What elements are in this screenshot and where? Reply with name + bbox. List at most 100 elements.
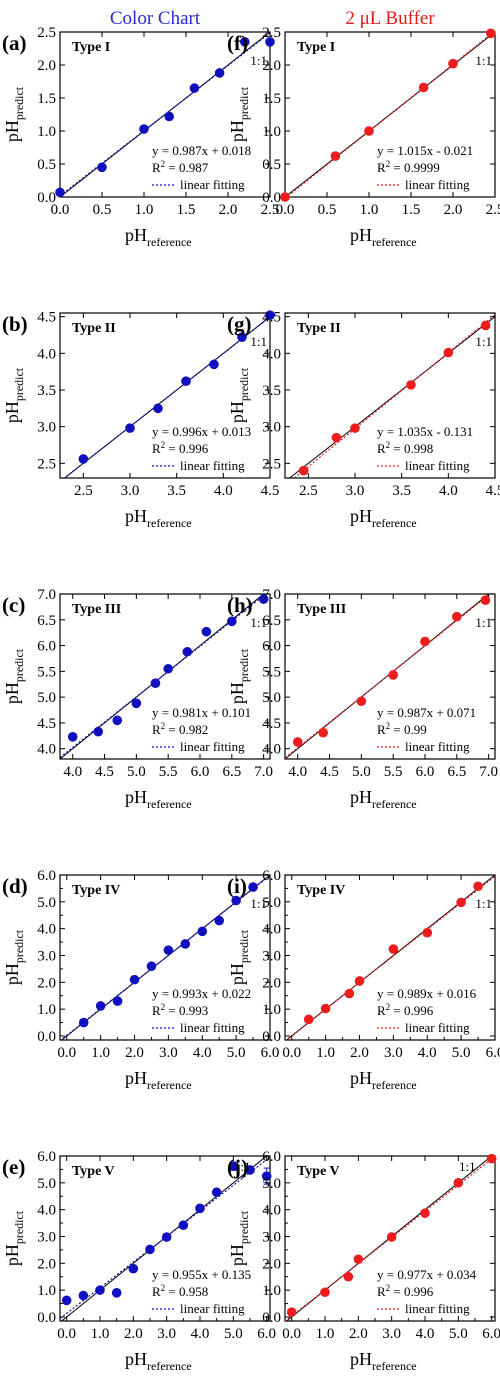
data-point (161, 1232, 172, 1242)
r-squared-exponent: 2 (161, 440, 166, 450)
x-tick-label: 2.0 (219, 202, 238, 218)
y-tick-label: 6.5 (37, 613, 56, 629)
legend-label: linear fitting (180, 177, 245, 192)
y-tick-label: 5.0 (262, 895, 281, 911)
x-tick-label: 2.0 (349, 1326, 368, 1342)
data-point (480, 320, 491, 331)
x-axis-label: pHreference (350, 506, 417, 530)
x-tick-label: 1.0 (135, 202, 154, 218)
x-tick-label: 5.0 (449, 1326, 468, 1342)
data-point (97, 162, 107, 173)
y-axis-subscript: predict (237, 1210, 251, 1244)
data-point (420, 1208, 430, 1218)
data-point (163, 663, 173, 674)
x-tick-label: 4.5 (261, 483, 280, 499)
y-tick-label: 4.0 (37, 922, 56, 938)
x-tick-label: 2.5 (486, 202, 500, 218)
y-axis-label: pHpredict (2, 1210, 26, 1266)
y-axis-subscript: predict (237, 929, 251, 963)
data-point (473, 881, 483, 892)
y-axis-subscript: predict (237, 86, 251, 120)
y-tick-label: 1.5 (37, 91, 56, 107)
r-squared-value: = 0.982 (165, 722, 208, 737)
data-point (388, 944, 399, 954)
y-axis-label: pHpredict (2, 367, 26, 423)
data-point (422, 927, 433, 938)
type-label: Type V (297, 1164, 340, 1179)
x-tick-label: 4.0 (63, 764, 82, 780)
x-tick-label: 4.0 (191, 1326, 210, 1342)
data-point (248, 882, 258, 892)
y-axis-label: pHpredict (2, 648, 26, 704)
r-squared-exponent: 2 (386, 159, 391, 169)
data-point (344, 988, 355, 999)
data-point (237, 332, 247, 343)
r-squared-value: = 0.998 (390, 441, 433, 456)
one-to-one-line (288, 316, 495, 478)
x-axis-subscript: reference (372, 516, 417, 530)
y-axis-subscript: predict (12, 1210, 26, 1244)
r-squared-exponent: 2 (161, 159, 166, 169)
y-axis-subscript: predict (12, 929, 26, 963)
data-point (228, 1161, 239, 1171)
one-to-one-label: 1:1 (250, 615, 267, 630)
data-point (189, 83, 200, 93)
one-to-one-label: 1:1 (475, 334, 492, 349)
data-point (112, 996, 123, 1006)
fit-equation: y = 0.977x + 0.034 (377, 1267, 477, 1282)
r-squared-value: = 0.9999 (390, 160, 440, 175)
data-point (231, 895, 241, 906)
type-label: Type II (297, 321, 341, 336)
plot-frame (59, 874, 271, 1041)
y-tick-label: 5.0 (37, 895, 56, 911)
data-point (95, 1285, 105, 1295)
legend-label: linear fitting (405, 1301, 470, 1316)
x-axis-subscript: reference (147, 1359, 192, 1373)
data-point (182, 646, 193, 657)
x-axis-label: pHreference (125, 787, 192, 811)
x-tick-label: 1.0 (316, 1326, 335, 1342)
one-to-one-label: 1:1 (475, 896, 492, 911)
data-point (354, 976, 365, 986)
y-tick-label: 2.0 (37, 975, 56, 991)
fit-equation: y = 0.987x + 0.071 (377, 705, 476, 720)
data-point (258, 594, 269, 604)
data-point (180, 939, 191, 949)
y-tick-label: 1.0 (262, 1002, 281, 1018)
x-tick-label: 0.0 (282, 1326, 301, 1342)
data-point (388, 670, 398, 680)
data-point (286, 1307, 297, 1317)
y-tick-label: 3.0 (262, 948, 281, 964)
y-tick-label: 1.0 (262, 124, 281, 140)
data-point (320, 1003, 331, 1014)
y-tick-label: 3.0 (37, 420, 56, 436)
data-point (197, 926, 208, 937)
y-axis-subscript: predict (237, 648, 251, 682)
y-tick-label: 1.0 (37, 124, 56, 140)
r-squared: R2 = 0.996 (377, 1002, 434, 1018)
legend-label: linear fitting (180, 1301, 245, 1316)
x-axis-label: pHreference (350, 1349, 417, 1373)
plot-frame (59, 593, 271, 760)
x-tick-label: 0.5 (318, 202, 337, 218)
data-point (201, 626, 212, 637)
x-tick-label: 7.0 (479, 764, 498, 780)
x-axis-subscript: reference (147, 1078, 192, 1092)
y-tick-label: 2.5 (262, 25, 281, 41)
y-tick-label: 2.5 (37, 456, 56, 472)
one-to-one-label: 1:1 (234, 1159, 251, 1174)
x-axis-subscript: reference (372, 797, 417, 811)
plot-frame (59, 312, 271, 479)
x-axis-subscript: reference (147, 797, 192, 811)
fit-line (60, 875, 270, 1040)
y-tick-label: 2.0 (37, 1256, 56, 1272)
y-tick-label: 4.5 (262, 716, 281, 732)
y-tick-label: 5.5 (37, 664, 56, 680)
x-tick-label: 4.0 (288, 764, 307, 780)
x-tick-label: 3.0 (121, 483, 140, 499)
y-tick-label: 6.0 (37, 868, 56, 884)
x-tick-label: 0.0 (282, 1045, 301, 1061)
y-tick-label: 7.0 (37, 587, 56, 603)
x-tick-label: 4.5 (95, 764, 114, 780)
